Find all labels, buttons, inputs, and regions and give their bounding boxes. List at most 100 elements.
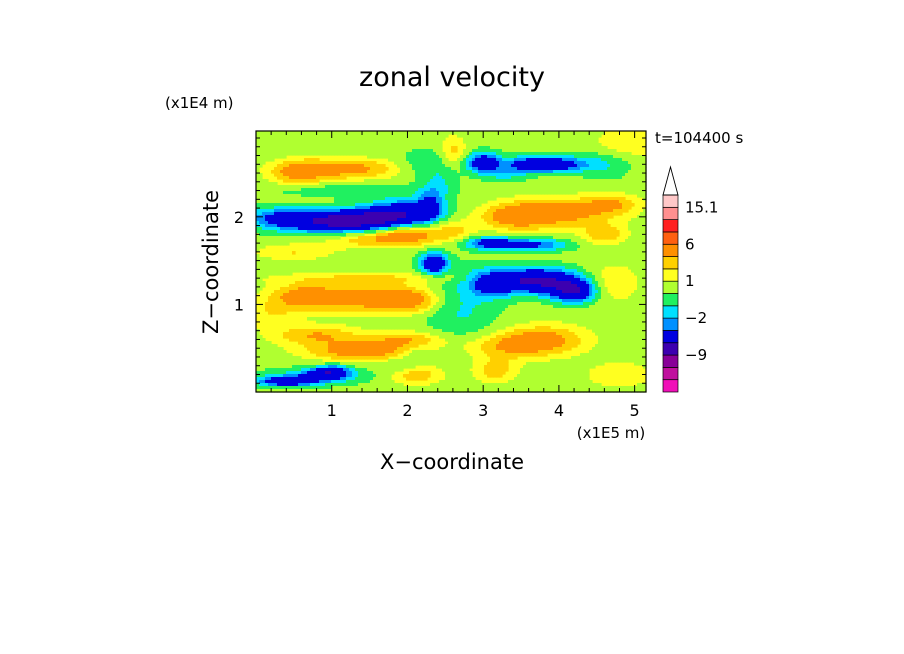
field-cell: [391, 251, 395, 255]
field-cell: [397, 146, 401, 150]
field-cell: [298, 224, 302, 228]
field-cell: [391, 260, 395, 264]
field-cell: [460, 170, 464, 174]
field-cell: [370, 137, 374, 141]
field-cell: [547, 221, 551, 225]
field-cell: [472, 254, 476, 258]
field-cell: [349, 194, 353, 198]
field-cell: [430, 263, 434, 267]
field-cell: [301, 149, 305, 153]
field-cell: [499, 179, 503, 183]
field-cell: [442, 248, 446, 252]
field-cell: [298, 173, 302, 177]
field-cell: [490, 146, 494, 150]
field-cell: [637, 227, 641, 231]
field-cell: [574, 257, 578, 261]
field-cell: [409, 146, 413, 150]
field-cell: [622, 260, 626, 264]
field-cell: [388, 260, 392, 264]
field-cell: [505, 134, 509, 138]
field-cell: [418, 206, 422, 210]
field-cell: [457, 257, 461, 261]
field-cell: [319, 215, 323, 219]
field-cell: [280, 227, 284, 231]
field-cell: [475, 134, 479, 138]
field-cell: [367, 131, 371, 135]
field-cell: [607, 257, 611, 261]
field-cell: [319, 209, 323, 213]
field-cell: [265, 200, 269, 204]
field-cell: [577, 146, 581, 150]
field-cell: [451, 209, 455, 213]
field-cell: [292, 233, 296, 237]
field-cell: [340, 194, 344, 198]
field-cell: [574, 191, 578, 195]
field-cell: [388, 239, 392, 243]
field-cell: [361, 221, 365, 225]
field-cell: [310, 230, 314, 234]
field-cell: [577, 236, 581, 240]
field-cell: [313, 203, 317, 207]
field-cell: [397, 179, 401, 183]
field-cell: [637, 215, 641, 219]
field-cell: [424, 182, 428, 186]
field-cell: [316, 263, 320, 267]
field-cell: [292, 167, 296, 171]
field-cell: [613, 257, 617, 261]
field-cell: [301, 161, 305, 165]
field-cell: [562, 215, 566, 219]
field-cell: [601, 248, 605, 252]
field-cell: [286, 170, 290, 174]
field-cell: [499, 215, 503, 219]
field-cell: [349, 197, 353, 201]
field-cell: [397, 131, 401, 135]
field-cell: [400, 161, 404, 165]
field-cell: [382, 131, 386, 135]
field-cell: [427, 167, 431, 171]
field-cell: [496, 155, 500, 159]
field-cell: [394, 158, 398, 162]
field-cell: [298, 149, 302, 153]
field-cell: [334, 203, 338, 207]
field-cell: [412, 137, 416, 141]
field-cell: [415, 197, 419, 201]
field-cell: [598, 164, 602, 168]
field-cell: [565, 248, 569, 252]
field-cell: [499, 182, 503, 186]
field-cell: [595, 257, 599, 261]
field-cell: [505, 143, 509, 147]
field-cell: [493, 176, 497, 180]
field-cell: [469, 131, 473, 135]
field-cell: [604, 233, 608, 237]
field-cell: [565, 215, 569, 219]
field-cell: [586, 248, 590, 252]
field-cell: [322, 263, 326, 267]
field-cell: [406, 236, 410, 240]
field-cell: [343, 152, 347, 156]
field-cell: [628, 239, 632, 243]
field-cell: [532, 215, 536, 219]
field-cell: [376, 197, 380, 201]
field-cell: [550, 149, 554, 153]
field-cell: [595, 221, 599, 225]
field-cell: [628, 167, 632, 171]
field-cell: [559, 134, 563, 138]
field-cell: [433, 137, 437, 141]
field-cell: [517, 167, 521, 171]
field-cell: [304, 218, 308, 222]
field-cell: [640, 176, 644, 180]
field-cell: [595, 149, 599, 153]
field-cell: [502, 185, 506, 189]
field-cell: [595, 164, 599, 168]
field-cell: [502, 158, 506, 162]
field-cell: [277, 167, 281, 171]
field-cell: [349, 170, 353, 174]
field-cell: [385, 143, 389, 147]
field-cell: [481, 176, 485, 180]
field-cell: [613, 245, 617, 249]
field-cell: [328, 152, 332, 156]
field-cell: [589, 221, 593, 225]
field-cell: [331, 173, 335, 177]
field-cell: [628, 236, 632, 240]
field-cell: [310, 218, 314, 222]
